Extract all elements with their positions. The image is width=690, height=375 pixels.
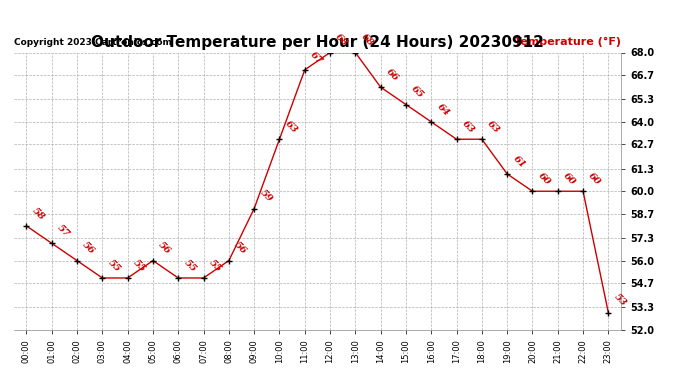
- Text: 55: 55: [132, 258, 148, 274]
- Text: 56: 56: [233, 240, 248, 256]
- Title: Outdoor Temperature per Hour (24 Hours) 20230912: Outdoor Temperature per Hour (24 Hours) …: [91, 35, 544, 50]
- Text: 61: 61: [511, 154, 527, 170]
- Text: 53: 53: [612, 292, 628, 308]
- Text: 55: 55: [208, 258, 224, 274]
- Text: 60: 60: [562, 171, 578, 187]
- Text: Copyright 2023 Cartronics.com: Copyright 2023 Cartronics.com: [14, 38, 172, 47]
- Text: 57: 57: [55, 223, 72, 239]
- Text: 56: 56: [81, 240, 97, 256]
- Text: 60: 60: [536, 171, 552, 187]
- Text: 58: 58: [30, 206, 46, 222]
- Text: 55: 55: [106, 258, 122, 274]
- Text: 63: 63: [284, 119, 299, 135]
- Text: 63: 63: [486, 119, 502, 135]
- Text: 67: 67: [308, 50, 324, 66]
- Text: 59: 59: [258, 188, 274, 204]
- Text: 66: 66: [384, 67, 400, 83]
- Text: 64: 64: [435, 102, 451, 117]
- Text: 68: 68: [334, 32, 350, 48]
- Text: 65: 65: [410, 84, 426, 100]
- Text: 55: 55: [182, 258, 198, 274]
- Text: 56: 56: [157, 240, 172, 256]
- Text: Temperature (°F): Temperature (°F): [514, 37, 621, 47]
- Text: 60: 60: [586, 171, 603, 187]
- Text: 63: 63: [460, 119, 476, 135]
- Text: 68: 68: [359, 32, 375, 48]
